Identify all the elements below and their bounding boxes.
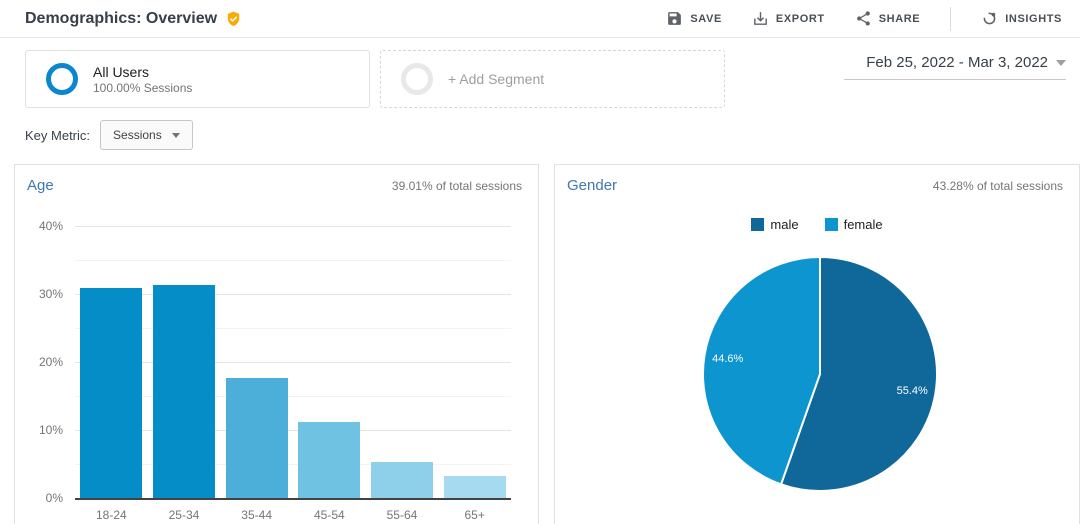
- y-tick-label: 20%: [38, 355, 63, 369]
- gender-panel-subtitle: 43.28% of total sessions: [932, 179, 1063, 193]
- x-tick-label: 65+: [464, 508, 485, 522]
- save-label: SAVE: [690, 12, 722, 25]
- gender-panel: Gender 43.28% of total sessions male fema…: [554, 164, 1080, 524]
- header: Demographics: Overview SAVE EXPORT SHARE: [0, 0, 1080, 38]
- add-segment-button[interactable]: + Add Segment: [380, 50, 725, 108]
- legend-label: female: [843, 217, 883, 232]
- bar-35-44[interactable]: [225, 377, 288, 498]
- chevron-down-icon: [171, 132, 180, 138]
- bar-18-24[interactable]: [80, 287, 143, 498]
- bar-65+[interactable]: [443, 475, 506, 498]
- page-title: Demographics: Overview: [25, 9, 218, 27]
- pie-svg: 55.4% 44.6%: [702, 255, 938, 492]
- y-tick-label: 40%: [38, 219, 63, 233]
- pie-slice-female[interactable]: [702, 255, 821, 486]
- add-segment-ring-icon: [401, 63, 433, 95]
- pie-slice-label: 55.4%: [897, 385, 928, 397]
- segment-ring-icon: [46, 63, 78, 95]
- age-panel-title[interactable]: Age: [27, 177, 54, 194]
- bar-45-54[interactable]: [298, 421, 361, 498]
- x-tick-label: 45-54: [313, 508, 345, 522]
- y-tick-label: 30%: [38, 287, 63, 301]
- pie-slice-label: 44.6%: [712, 353, 743, 365]
- grid-line: [75, 464, 511, 465]
- insights-button[interactable]: INSIGHTS: [981, 10, 1062, 27]
- x-tick-label: 25-34: [168, 508, 200, 522]
- share-icon: [856, 11, 870, 26]
- y-tick-label: 10%: [38, 423, 63, 437]
- age-panel: Age 39.01% of total sessions 0% 10% 20% 30%…: [14, 164, 539, 524]
- segment-label: All Users: [93, 63, 150, 80]
- grid-line: [75, 362, 511, 363]
- chevron-down-icon: [1056, 59, 1066, 66]
- share-button[interactable]: SHARE: [855, 10, 921, 27]
- export-label: EXPORT: [775, 12, 825, 25]
- save-button[interactable]: SAVE: [666, 10, 722, 27]
- segment-row: All Users 100.00% Sessions + Add Segment…: [0, 38, 1080, 114]
- header-divider: [950, 6, 952, 31]
- date-range-text: Feb 25, 2022 - Mar 3, 2022: [866, 54, 1048, 71]
- export-button[interactable]: EXPORT: [752, 10, 825, 27]
- legend-item-female[interactable]: female: [824, 217, 883, 232]
- insights-icon: [983, 12, 996, 25]
- x-axis-line: [75, 498, 511, 500]
- add-segment-label: + Add Segment: [448, 71, 545, 87]
- x-tick-label: 35-44: [241, 508, 272, 522]
- legend-item-male[interactable]: male: [751, 217, 799, 232]
- key-metric-dropdown[interactable]: Sessions: [100, 120, 193, 150]
- key-metric-row: Key Metric: Sessions: [0, 114, 1080, 164]
- key-metric-label: Key Metric:: [25, 127, 91, 143]
- bar-55-64[interactable]: [371, 461, 433, 498]
- legend-label: male: [770, 217, 799, 232]
- grid-line: [75, 260, 511, 261]
- date-range-picker[interactable]: Feb 25, 2022 - Mar 3, 2022: [844, 54, 1066, 80]
- header-actions: SAVE EXPORT SHARE INSIGHTS: [666, 6, 1062, 31]
- key-metric-selected: Sessions: [113, 128, 162, 142]
- verified-shield-icon: [225, 10, 242, 28]
- grid-line: [75, 294, 511, 295]
- y-tick-label: 0%: [45, 491, 63, 505]
- legend-swatch-icon: [824, 218, 838, 231]
- share-label: SHARE: [878, 12, 921, 25]
- age-panel-subtitle: 39.01% of total sessions: [391, 179, 522, 193]
- grid-line: [75, 430, 511, 431]
- bar-25-34[interactable]: [153, 285, 215, 498]
- grid-line: [75, 396, 511, 397]
- insights-label: INSIGHTS: [1005, 12, 1062, 25]
- save-icon: [668, 12, 682, 25]
- segment-sublabel: 100.00% Sessions: [93, 80, 193, 95]
- grid-line: [75, 328, 511, 329]
- gender-panel-title[interactable]: Gender: [567, 177, 618, 194]
- chart-panels: Age 39.01% of total sessions 0% 10% 20% 30%…: [14, 164, 1080, 524]
- gender-legend: male female: [555, 217, 1079, 232]
- download-icon: [754, 12, 767, 25]
- grid-line: [75, 226, 511, 227]
- legend-swatch-icon: [751, 218, 765, 231]
- x-tick-label: 18-24: [95, 508, 127, 522]
- segment-all-users[interactable]: All Users 100.00% Sessions: [25, 50, 370, 108]
- x-tick-label: 55-64: [386, 508, 418, 522]
